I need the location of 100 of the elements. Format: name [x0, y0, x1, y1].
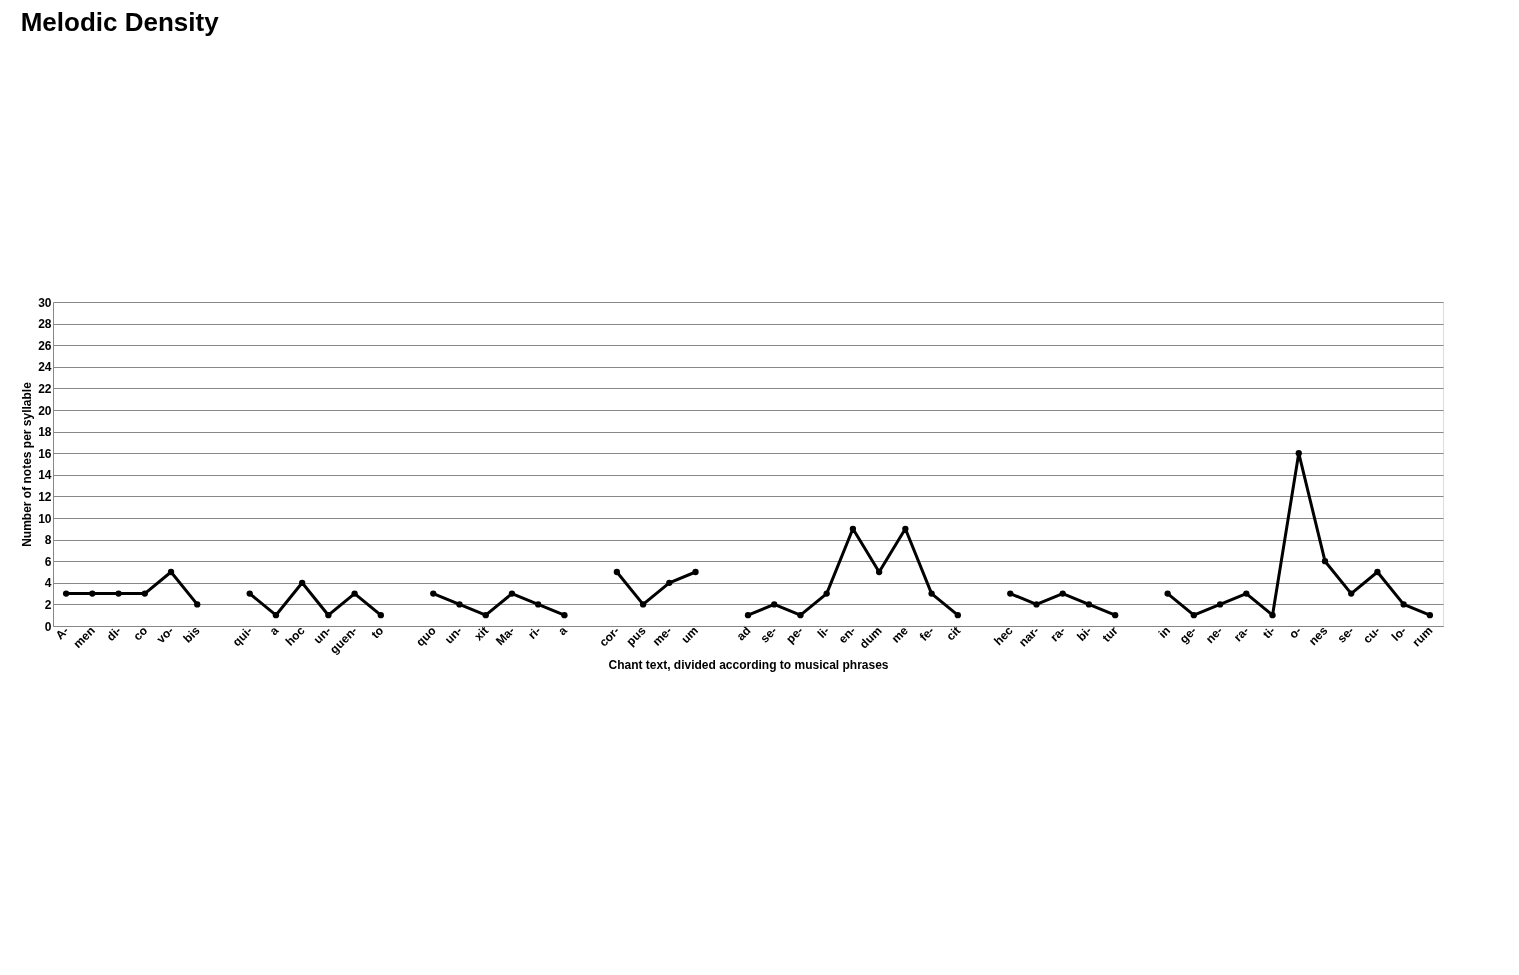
y-tick-label: 30	[38, 295, 52, 310]
x-tick-label: a	[266, 623, 282, 639]
y-tick-label: 10	[38, 511, 52, 526]
y-tick-label: 16	[38, 446, 52, 461]
point	[62, 590, 70, 597]
point	[1164, 590, 1171, 597]
x-tick-label: se-	[757, 623, 780, 646]
point	[1190, 612, 1198, 619]
point	[325, 612, 332, 619]
y-tick-label: 18	[38, 425, 52, 440]
x-tick-label: a	[555, 623, 571, 639]
x-tick-label: cor-	[596, 623, 623, 650]
chart-title: Melodic Density	[20, 7, 220, 37]
point	[167, 568, 175, 576]
x-tick-label: ne-	[1202, 623, 1226, 647]
point	[875, 568, 883, 576]
x-tick-label: cit	[943, 623, 964, 644]
x-tick-label: lo-	[1388, 623, 1410, 644]
x-tick-label: fe-	[916, 623, 938, 644]
point	[1059, 590, 1066, 597]
point	[1321, 558, 1329, 565]
point	[482, 612, 489, 619]
x-tick-label: Ma-	[492, 623, 518, 649]
point	[1243, 590, 1250, 597]
point	[194, 601, 201, 608]
x-tick-label: quo	[413, 623, 439, 650]
x-tick-label: nar-	[1016, 623, 1042, 650]
x-tick-label: pus	[623, 623, 649, 649]
y-tick-label: 14	[38, 468, 52, 483]
x-tick-label: di-	[103, 623, 125, 644]
point	[246, 590, 253, 597]
y-tick-label: 6	[44, 554, 52, 569]
x-tick-label: hec	[991, 623, 1016, 649]
x-tick-label: me	[888, 623, 912, 646]
point	[115, 590, 122, 597]
point	[902, 525, 909, 532]
x-tick-label: ri-	[525, 623, 544, 642]
x-tick-label: ad	[733, 623, 754, 644]
x-tick-label: qui-	[229, 623, 256, 650]
point	[508, 590, 516, 597]
y-tick-label: 0	[44, 619, 52, 634]
point	[639, 601, 647, 608]
point	[1007, 590, 1014, 597]
y-tick-label: 24	[38, 360, 52, 375]
y-tick-label: 2	[44, 597, 52, 612]
x-tick-label: vo-	[153, 623, 177, 647]
y-tick-label: 12	[38, 489, 52, 504]
x-tick-label: ra-	[1047, 623, 1069, 645]
point	[1400, 601, 1407, 608]
point	[1426, 612, 1434, 619]
point	[1216, 601, 1224, 608]
y-axis-title: Number of notes per syllable	[20, 381, 35, 547]
y-tick-label: 4	[44, 576, 52, 591]
x-tick-label: dum	[856, 623, 885, 652]
x-tick-label: in	[1155, 623, 1174, 641]
point	[797, 612, 804, 619]
point	[456, 601, 463, 608]
x-tick-label: men	[70, 623, 98, 651]
point	[954, 612, 961, 619]
x-tick-label: tur	[1099, 623, 1121, 645]
point	[272, 612, 280, 619]
x-tick-label: un-	[441, 623, 465, 647]
point	[1269, 612, 1276, 619]
x-tick-label: hoc	[282, 623, 308, 649]
point	[535, 601, 542, 608]
point	[823, 590, 830, 597]
x-tick-label: rum	[1409, 623, 1436, 650]
point	[613, 568, 621, 576]
x-tick-label: to	[368, 623, 387, 642]
x-tick-label: ra-	[1231, 623, 1252, 645]
y-tick-label: 26	[38, 338, 52, 353]
x-tick-label: ti-	[1260, 623, 1278, 642]
x-tick-label: bis	[180, 623, 203, 646]
point	[561, 612, 568, 619]
y-tick-label: 22	[38, 381, 52, 396]
point	[351, 590, 358, 597]
point	[1085, 601, 1093, 608]
point	[744, 612, 752, 619]
x-tick-label: me-	[649, 623, 675, 649]
point	[666, 579, 673, 586]
x-axis-title: Chant text, divided according to musical phrases	[608, 657, 889, 672]
x-tick-label: xit	[471, 623, 492, 644]
point	[928, 590, 935, 597]
x-tick-label: o-	[1286, 623, 1305, 642]
x-tick-label: cu-	[1360, 623, 1383, 647]
y-tick-label: 28	[38, 317, 52, 332]
point	[141, 590, 148, 597]
x-tick-label: en-	[835, 623, 859, 647]
point	[692, 568, 699, 576]
point	[1348, 590, 1355, 597]
x-tick-label: nes	[1305, 623, 1331, 649]
x-tick-label: pe-	[783, 623, 806, 647]
point	[1295, 450, 1302, 457]
x-tick-label: bi-	[1074, 623, 1095, 644]
x-tick-label: um	[678, 623, 701, 647]
point	[430, 590, 437, 597]
y-tick-label: 20	[38, 403, 52, 418]
y-tick-label: 8	[44, 533, 52, 548]
point	[89, 590, 96, 597]
x-tick-label: A-	[52, 623, 72, 643]
